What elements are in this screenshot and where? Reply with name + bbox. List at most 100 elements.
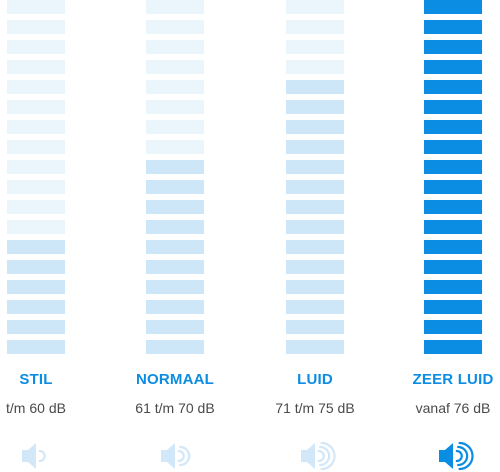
meter-bar-inactive [7, 100, 65, 114]
meter-bar-active [424, 80, 482, 94]
meter-bar-active [424, 0, 482, 14]
speaker-medium-icon [159, 440, 199, 472]
sound-wave [177, 449, 185, 463]
meter-bar-active [286, 160, 344, 174]
meter-luid [286, 0, 344, 356]
meter-bar-inactive [7, 180, 65, 194]
sound-wave [317, 449, 325, 463]
meter-bar-active [146, 260, 204, 274]
meter-bar-inactive [7, 140, 65, 154]
meter-bar-active [286, 140, 344, 154]
meter-bar-active [424, 160, 482, 174]
meter-bar-active [286, 280, 344, 294]
meter-bar-active [286, 340, 344, 354]
meter-bar-inactive [7, 20, 65, 34]
meter-bar-inactive [286, 40, 344, 54]
meter-bar-active [424, 320, 482, 334]
meter-bar-active [424, 220, 482, 234]
meter-bar-active [424, 60, 482, 74]
meter-bar-inactive [7, 160, 65, 174]
meter-bar-inactive [7, 200, 65, 214]
meter-bar-active [146, 300, 204, 314]
speaker-loud-icon [299, 440, 339, 472]
meter-bar-active [424, 260, 482, 274]
meter-bar-active [286, 180, 344, 194]
meter-bar-active [286, 80, 344, 94]
meter-bar-active [286, 200, 344, 214]
meter-bar-inactive [7, 0, 65, 14]
meter-bar-active [286, 120, 344, 134]
meter-bar-inactive [146, 100, 204, 114]
meter-stil [7, 0, 65, 356]
speaker-very-loud-icon [437, 440, 477, 472]
speaker-body [301, 443, 315, 469]
meter-bar-inactive [7, 80, 65, 94]
meter-bar-active [286, 300, 344, 314]
sound-wave [319, 445, 331, 467]
meter-bar-inactive [146, 0, 204, 14]
meter-bar-active [424, 100, 482, 114]
meter-bar-active [286, 220, 344, 234]
meter-bar-active [7, 340, 65, 354]
meter-bar-inactive [146, 120, 204, 134]
meter-bar-active [424, 140, 482, 154]
meter-bar-active [146, 280, 204, 294]
meter-bar-active [146, 320, 204, 334]
meter-bar-inactive [7, 60, 65, 74]
meter-bar-active [424, 40, 482, 54]
meter-bar-active [424, 180, 482, 194]
level-title-zeer-luid: ZEER LUID [412, 371, 494, 388]
speaker-body [439, 443, 453, 469]
meter-bar-inactive [286, 0, 344, 14]
level-range-normaal: 61 t/m 70 dB [135, 400, 215, 416]
meter-bar-active [424, 200, 482, 214]
speaker-body [22, 443, 36, 469]
meter-bar-active [146, 340, 204, 354]
meter-bar-active [424, 240, 482, 254]
meter-bar-active [286, 260, 344, 274]
meter-bar-inactive [286, 60, 344, 74]
sound-wave [38, 449, 46, 463]
meter-bar-active [7, 300, 65, 314]
meter-bar-active [146, 160, 204, 174]
meter-bar-active [146, 200, 204, 214]
level-title-luid: LUID [297, 371, 333, 388]
sound-wave [455, 449, 463, 463]
meter-bar-active [424, 120, 482, 134]
meter-bar-inactive [146, 40, 204, 54]
level-title-stil: STIL [19, 371, 53, 388]
meter-bar-active [146, 240, 204, 254]
meter-bar-active [7, 320, 65, 334]
meter-bar-active [7, 240, 65, 254]
sound-wave [179, 445, 191, 467]
meter-bar-active [286, 320, 344, 334]
meter-bar-active [424, 20, 482, 34]
level-range-zeer-luid: vanaf 76 dB [415, 400, 491, 416]
meter-bar-active [146, 220, 204, 234]
meter-bar-active [424, 280, 482, 294]
meter-zeer-luid [424, 0, 482, 356]
meter-bar-active [7, 260, 65, 274]
meter-bar-inactive [146, 140, 204, 154]
meter-bar-active [146, 180, 204, 194]
level-range-stil: t/m 60 dB [6, 400, 66, 416]
meter-bar-inactive [7, 220, 65, 234]
meter-bar-inactive [286, 20, 344, 34]
meter-bar-inactive [146, 80, 204, 94]
meter-bar-inactive [146, 60, 204, 74]
meter-bar-active [7, 280, 65, 294]
meter-bar-active [286, 240, 344, 254]
level-title-normaal: NORMAAL [135, 371, 215, 388]
meter-bar-inactive [146, 20, 204, 34]
meter-bar-inactive [7, 120, 65, 134]
level-range-luid: 71 t/m 75 dB [275, 400, 355, 416]
meter-bar-active [286, 100, 344, 114]
meter-bar-active [424, 300, 482, 314]
meter-bar-inactive [7, 40, 65, 54]
sound-wave [457, 445, 469, 467]
speaker-low-icon [20, 440, 60, 472]
meter-normaal [146, 0, 204, 356]
meter-bar-active [424, 340, 482, 354]
speaker-body [161, 443, 175, 469]
